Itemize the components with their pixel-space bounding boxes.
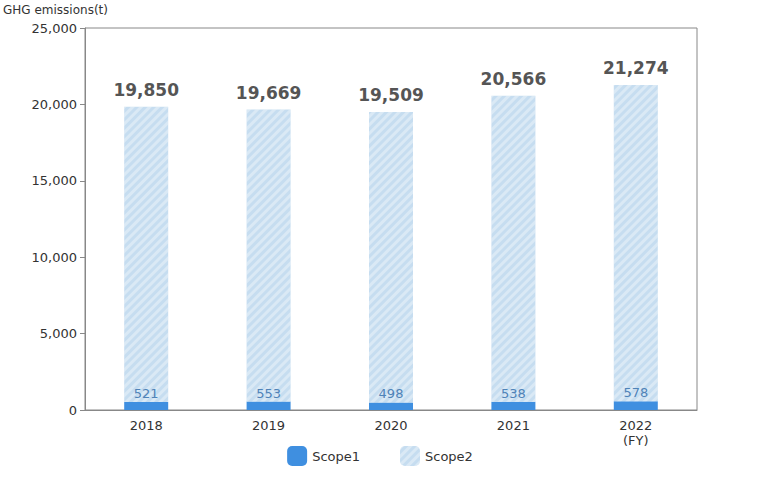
- svg-text:521: 521: [134, 386, 159, 401]
- svg-text:538: 538: [501, 386, 526, 401]
- svg-text:15,000: 15,000: [32, 173, 78, 188]
- svg-text:498: 498: [379, 386, 404, 401]
- svg-text:Scope2: Scope2: [425, 449, 473, 464]
- svg-text:578: 578: [623, 385, 648, 400]
- svg-text:19,850: 19,850: [113, 80, 179, 100]
- svg-text:10,000: 10,000: [32, 250, 78, 265]
- svg-text:5,000: 5,000: [40, 326, 77, 341]
- svg-text:Scope1: Scope1: [312, 449, 360, 464]
- svg-text:21,274: 21,274: [603, 58, 669, 78]
- svg-text:2020: 2020: [374, 418, 407, 433]
- svg-text:2019: 2019: [252, 418, 285, 433]
- svg-text:19,509: 19,509: [358, 85, 424, 105]
- svg-text:25,000: 25,000: [32, 21, 78, 36]
- svg-text:2021: 2021: [497, 418, 530, 433]
- svg-text:(FY): (FY): [623, 433, 649, 448]
- svg-text:2022: 2022: [619, 418, 652, 433]
- svg-text:GHG emissions(t): GHG emissions(t): [3, 3, 108, 17]
- svg-text:20,566: 20,566: [481, 69, 547, 89]
- svg-text:20,000: 20,000: [32, 97, 78, 112]
- svg-text:2018: 2018: [130, 418, 163, 433]
- svg-text:0: 0: [69, 403, 77, 418]
- svg-text:553: 553: [256, 386, 281, 401]
- svg-text:19,669: 19,669: [236, 83, 302, 103]
